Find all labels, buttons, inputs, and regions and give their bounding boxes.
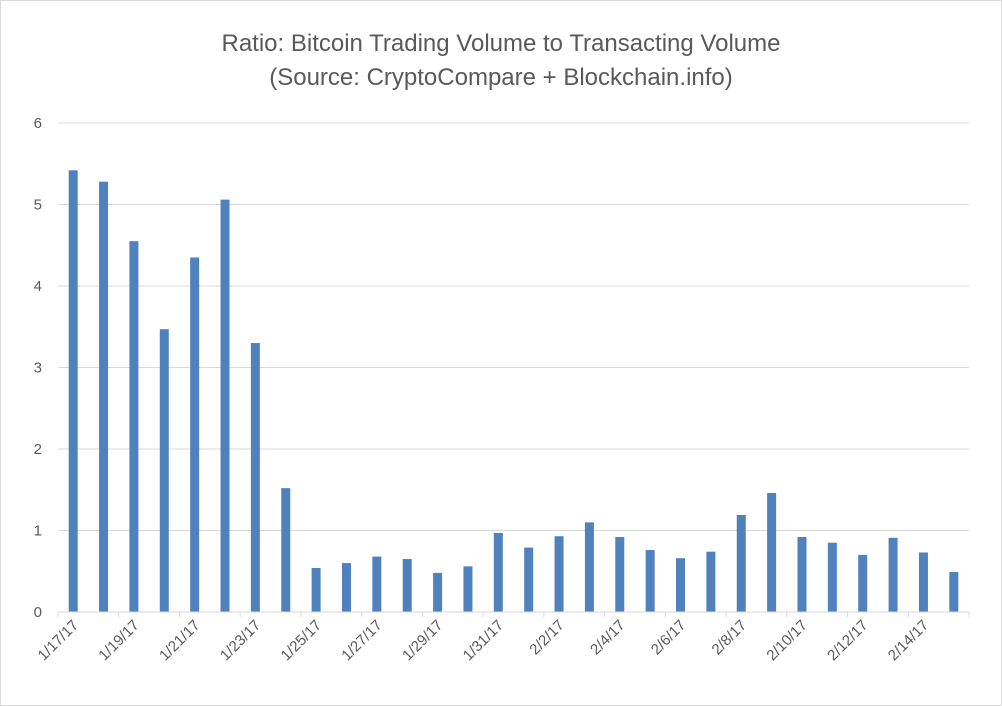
x-tick-label: 1/17/17 [35,617,82,664]
chart-title-block: Ratio: Bitcoin Trading Volume to Transac… [1,27,1001,95]
bar [129,241,139,613]
bar [68,170,78,612]
bar [341,563,351,612]
bar [99,181,109,612]
x-tick-label: 2/8/17 [709,617,751,659]
bar [645,550,655,612]
bar [918,552,928,612]
bar [706,551,716,612]
bar [827,542,837,612]
bar [584,522,594,612]
bar [372,556,382,612]
chart-title: Ratio: Bitcoin Trading Volume to Transac… [221,30,781,57]
bar [858,554,868,612]
bar [554,536,564,612]
bar [433,572,443,612]
chart-subtitle: (Source: CryptoCompare + Blockchain.info… [269,64,733,91]
x-tick-label: 2/14/17 [885,617,932,664]
x-tick-label: 2/2/17 [526,617,568,659]
bar [250,343,260,612]
bar [676,558,686,612]
y-tick-label: 0 [34,604,42,621]
y-tick-label: 1 [34,523,42,540]
bars [68,170,959,613]
x-tick-label: 2/10/17 [763,617,810,664]
bar [615,537,625,612]
bar [949,572,959,612]
x-tick-label: 2/6/17 [648,617,690,659]
x-axis [57,611,970,617]
bar [493,532,503,612]
x-tick-label: 2/4/17 [587,617,629,659]
y-tick-label: 5 [34,197,42,214]
y-tick-label: 3 [34,360,42,377]
x-tick-label: 2/12/17 [824,617,871,664]
y-tick-label: 6 [34,115,42,132]
bar [281,488,291,612]
x-tick-label: 1/29/17 [399,617,446,664]
bar [767,493,777,612]
x-axis-ticks: 1/17/17 1/19/17 1/21/17 1/23/17 1/25/17 1/27/… [35,617,933,664]
bar [797,537,807,612]
y-tick-label: 4 [34,278,42,295]
x-tick-label: 1/23/17 [217,617,264,664]
bar [190,257,200,612]
bar [311,567,321,612]
x-tick-label: 1/25/17 [278,617,325,664]
bar [524,547,534,612]
bar [220,199,230,613]
gridlines [58,122,969,531]
bar [888,537,898,612]
bar [463,566,473,612]
y-tick-label: 2 [34,441,42,458]
y-axis-ticks: 0 1 2 3 4 5 6 [34,115,42,621]
x-tick-label: 1/27/17 [338,617,385,664]
x-tick-label: 1/19/17 [95,617,142,664]
x-tick-label: 1/21/17 [156,617,203,664]
x-tick-label: 1/31/17 [460,617,507,664]
bar [159,329,169,612]
bar [736,515,746,612]
bar [402,559,412,612]
